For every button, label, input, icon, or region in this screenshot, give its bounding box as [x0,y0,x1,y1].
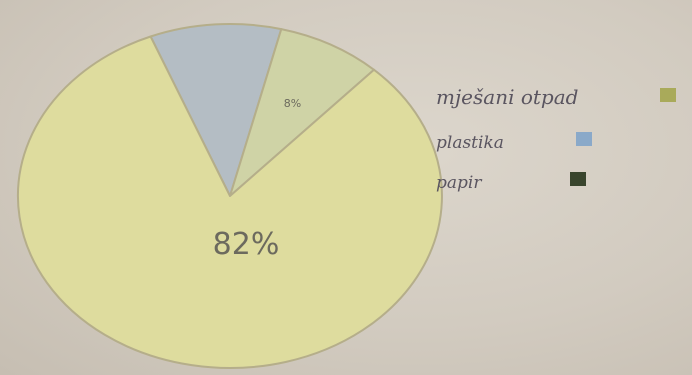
legend-swatch-plastika [576,132,592,146]
legend-label-plastika: plastika [436,133,504,153]
pie-slice-mjesani-otpad [16,35,443,369]
pie-slice-papir [229,28,375,197]
legend-label-mjesani-otpad: mješani otpad [436,85,578,109]
slice-label-papir: 8% [284,97,301,110]
legend-swatch-papir [570,172,586,186]
pie-slices [16,23,443,369]
legend-swatch-mjesani-otpad [660,88,676,102]
legend-label-papir: papir [436,173,482,193]
slice-label-mjesani-otpad: 82% [213,227,280,262]
pie-slice-plastika [149,23,283,197]
legend: mješani otpad plastika papir [436,85,676,193]
slice-labels: 82% 8% [213,97,302,262]
